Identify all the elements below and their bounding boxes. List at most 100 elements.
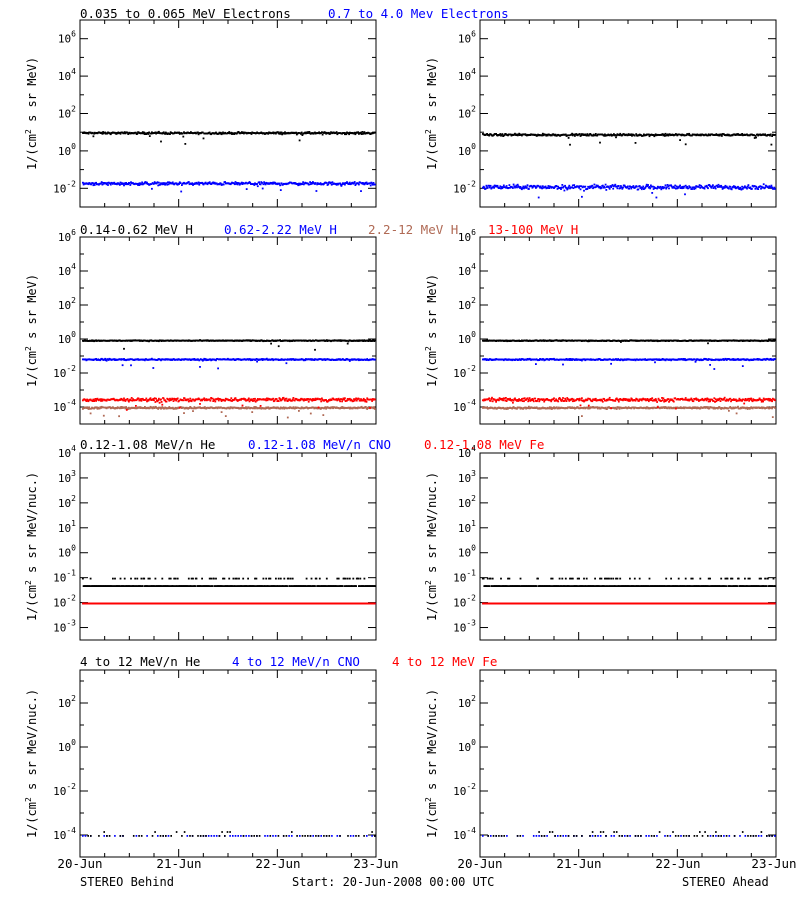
data-point [651, 192, 653, 194]
data-point [513, 184, 515, 186]
data-point [94, 184, 96, 186]
legend-row3-item2: 4 to 12 MeV Fe [392, 654, 497, 669]
data-point [373, 182, 375, 184]
data-point [210, 400, 212, 402]
data-point [580, 188, 582, 190]
data-point [715, 188, 717, 190]
data-point [130, 364, 132, 366]
data-point [695, 188, 697, 190]
data-point [764, 187, 766, 189]
panel-frame-row0-ahead [480, 20, 776, 207]
legend-row2-item0: 0.12-1.08 MeV/n He [80, 437, 215, 452]
data-point [299, 140, 301, 142]
data-point [527, 397, 529, 399]
data-point [123, 348, 125, 350]
data-point [729, 186, 731, 188]
data-point [763, 183, 765, 185]
y-axis-label-row1-ahead: 1/(cm2 s sr MeV) [424, 274, 439, 387]
data-point [599, 142, 601, 144]
data-point [374, 132, 376, 134]
data-point [690, 187, 692, 189]
data-point [495, 401, 497, 403]
data-point [262, 188, 264, 190]
data-point [191, 400, 193, 402]
y-tick-label-row1-behind: 102 [58, 296, 76, 312]
data-point [772, 416, 774, 418]
data-point [742, 365, 744, 367]
data-point [183, 412, 185, 414]
data-point [374, 340, 376, 342]
data-point [320, 401, 322, 403]
data-point [605, 184, 607, 186]
data-point [258, 181, 260, 183]
data-point [488, 397, 490, 399]
legend-row2-item1: 0.12-1.08 MeV/n CNO [248, 437, 391, 452]
data-point [310, 413, 312, 415]
data-point [604, 187, 606, 189]
panel-frame-row1-ahead [480, 237, 776, 424]
y-tick-label-row1-behind: 10-2 [53, 364, 76, 380]
data-point [199, 403, 201, 405]
data-point [293, 397, 295, 399]
data-point [529, 397, 531, 399]
data-point [322, 414, 324, 416]
data-point [553, 397, 555, 399]
data-point [564, 190, 566, 192]
panel-frame-row0-behind [80, 20, 376, 207]
data-point [679, 185, 681, 187]
data-point [774, 340, 776, 342]
data-point [175, 400, 177, 402]
data-point [107, 184, 109, 186]
data-point [95, 400, 97, 402]
data-point [622, 187, 624, 189]
data-point [272, 398, 274, 400]
data-point [308, 401, 310, 403]
data-point [654, 361, 656, 363]
y-tick-label-row1-behind: 104 [58, 262, 76, 278]
data-point [374, 184, 376, 186]
data-point [637, 189, 639, 191]
legend-row3-item0: 4 to 12 MeV/n He [80, 654, 200, 669]
series-row0-behind-1 [82, 181, 376, 192]
y-tick-label-row0-ahead: 106 [458, 30, 476, 46]
y-tick-label-row1-ahead: 102 [458, 296, 476, 312]
data-point [691, 188, 693, 190]
data-point [327, 183, 329, 185]
y-tick-label-row1-ahead: 10-2 [453, 364, 476, 380]
data-point [284, 400, 286, 402]
data-point [180, 191, 182, 193]
data-point [560, 188, 562, 190]
data-point [180, 182, 182, 184]
data-point [503, 185, 505, 187]
data-point [280, 189, 282, 191]
data-point [159, 402, 161, 404]
data-point [278, 400, 280, 402]
data-point [737, 186, 739, 188]
data-point [612, 188, 614, 190]
data-point [774, 134, 776, 136]
data-point [177, 398, 179, 400]
data-point [533, 400, 535, 402]
data-point [123, 398, 125, 400]
data-point [601, 187, 603, 189]
legend-row0-item0: 0.035 to 0.065 MeV Electrons [80, 6, 291, 21]
y-tick-label-row0-ahead: 10-2 [453, 179, 476, 195]
data-point [748, 184, 750, 186]
data-point [158, 182, 160, 184]
data-point [679, 139, 681, 141]
data-point [490, 400, 492, 402]
data-point [145, 398, 147, 400]
data-point [242, 405, 244, 407]
data-point [487, 187, 489, 189]
data-point [148, 133, 150, 135]
data-point [581, 196, 583, 198]
panel-frame-row1-behind [80, 237, 376, 424]
y-tick-label-row1-behind: 106 [58, 228, 76, 244]
data-point [642, 186, 644, 188]
data-point [318, 407, 320, 409]
data-point [517, 184, 519, 186]
data-point [192, 410, 194, 412]
data-point [751, 188, 753, 190]
data-point [594, 184, 596, 186]
